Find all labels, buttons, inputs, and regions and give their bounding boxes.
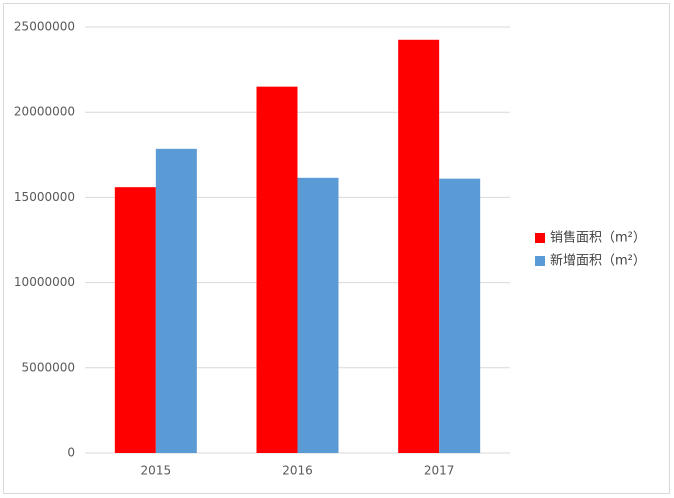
y-tick-label: 5000000 bbox=[22, 360, 75, 374]
y-tick-label: 20000000 bbox=[14, 105, 75, 119]
y-tick-label: 25000000 bbox=[14, 20, 75, 34]
bar bbox=[114, 187, 156, 453]
bar bbox=[155, 148, 197, 453]
legend-label: 销售面积（m²） bbox=[550, 230, 646, 246]
legend-swatch bbox=[535, 233, 545, 243]
legend-label: 新增面积（m²） bbox=[550, 253, 646, 269]
x-tick-label: 2015 bbox=[141, 464, 172, 478]
bar bbox=[256, 86, 298, 453]
bar bbox=[297, 177, 339, 453]
bar bbox=[439, 178, 481, 453]
y-tick-label: 10000000 bbox=[14, 275, 75, 289]
y-tick-label: 15000000 bbox=[14, 190, 75, 204]
x-tick-label: 2016 bbox=[282, 464, 313, 478]
y-tick-label: 0 bbox=[67, 446, 75, 460]
legend-swatch bbox=[535, 256, 545, 266]
x-tick-label: 2017 bbox=[424, 464, 455, 478]
bar bbox=[398, 39, 440, 453]
